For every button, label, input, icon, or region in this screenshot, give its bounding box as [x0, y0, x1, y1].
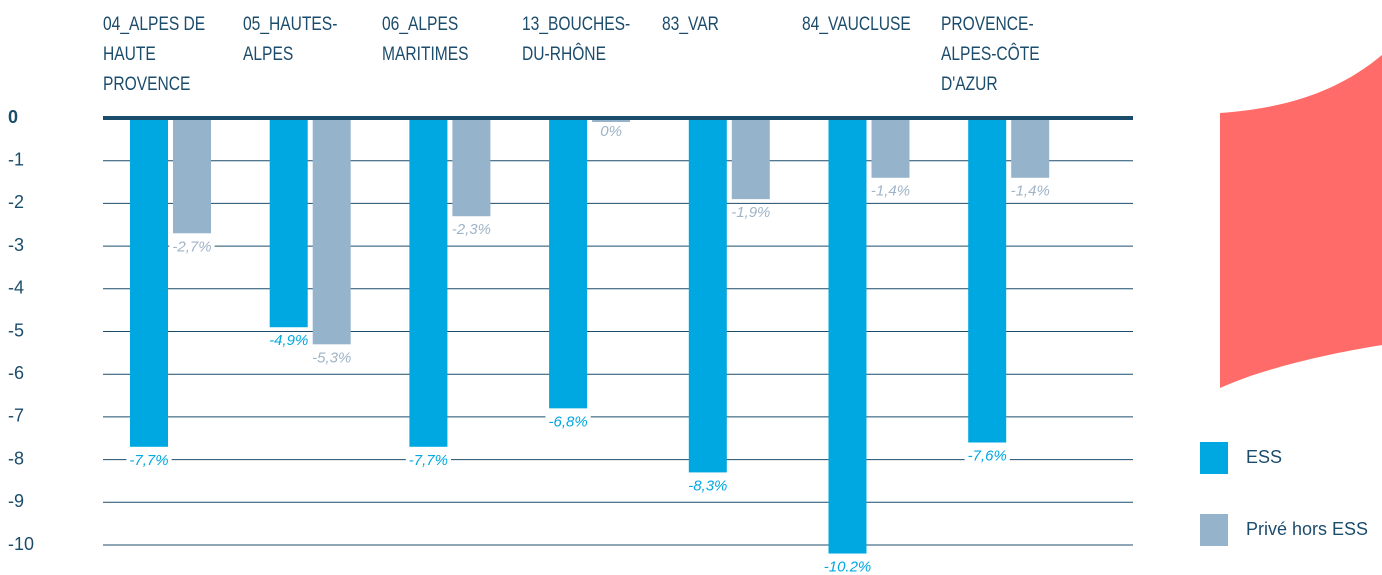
- label-background: [964, 447, 1010, 465]
- value-label: -6,8%: [549, 413, 588, 430]
- value-label: -2,3%: [452, 221, 491, 238]
- y-tick-label: -9: [8, 491, 24, 511]
- x-tick-label: 84_VAUCLUSE: [801, 14, 911, 35]
- value-label: -1,4%: [871, 183, 910, 200]
- bar: [452, 118, 491, 217]
- x-tick-label: 13_BOUCHES-DU-RHÔNE: [522, 14, 631, 65]
- y-tick-label: -7: [8, 406, 24, 426]
- bar: [871, 118, 910, 178]
- value-label: -8,3%: [688, 477, 727, 494]
- y-tick-label: 0: [8, 107, 18, 127]
- label-background: [266, 332, 312, 350]
- label-background: [1007, 182, 1053, 200]
- y-tick-label: -2: [8, 192, 24, 212]
- label-background: [820, 558, 875, 575]
- x-tick-label: 06_ALPES MARITIMES: [382, 14, 469, 65]
- value-label: -7,7%: [129, 452, 168, 469]
- value-label: -7,7%: [409, 452, 448, 469]
- bars: [130, 118, 1050, 554]
- y-tick-label: -4: [8, 278, 24, 298]
- value-label: -5,3%: [312, 349, 351, 366]
- legend-swatch: [1200, 442, 1228, 474]
- label-background: [867, 182, 914, 200]
- value-label: -1,9%: [731, 204, 770, 221]
- label-background: [169, 238, 215, 256]
- bar: [130, 118, 168, 447]
- bar: [688, 118, 727, 473]
- y-tick-label: -10: [8, 534, 34, 554]
- value-label: -10.2%: [824, 559, 872, 575]
- y-tick-label: -1: [8, 149, 24, 169]
- value-label: -4,9%: [269, 332, 308, 349]
- value-labels: -7,7% -4,9% -7,7% -6,8% -8,3% -10.2% -7,6% -2,7…: [126, 122, 1053, 575]
- bar: [409, 118, 448, 447]
- x-tick-label: 83_VAR: [661, 14, 719, 35]
- label-background: [448, 221, 494, 239]
- bar: [269, 118, 308, 328]
- x-tick-label: 05_HAUTES-ALPES: [242, 14, 338, 65]
- bar: [828, 118, 867, 554]
- legend-label: ESS: [1246, 447, 1282, 467]
- decoration: [1220, 55, 1382, 388]
- label-background: [405, 451, 451, 469]
- bar: [173, 118, 211, 234]
- y-tick-label: -5: [8, 320, 24, 340]
- bar: [968, 118, 1007, 443]
- value-label: -2,7%: [172, 238, 211, 255]
- grid: [103, 160, 1133, 546]
- legend-label: Privé hors ESS: [1246, 519, 1368, 539]
- bar: [549, 118, 588, 409]
- label-background: [685, 477, 731, 495]
- label-background: [597, 122, 625, 140]
- label-background: [126, 451, 172, 469]
- value-label: -7,6%: [968, 447, 1007, 464]
- bar: [1011, 118, 1050, 178]
- label-background: [309, 349, 355, 367]
- bar: [731, 118, 770, 200]
- label-background: [728, 204, 774, 222]
- label-background: [545, 413, 591, 431]
- x-tick-label: PROVENCE-ALPES-CÔTE D'AZUR: [941, 14, 1040, 95]
- x-tick-label: 04_ALPES DE HAUTE PROVENCE: [103, 14, 206, 95]
- y-tick-label: -6: [8, 363, 24, 383]
- legend-swatch: [1200, 514, 1228, 546]
- y-tick-label: -3: [8, 235, 24, 255]
- y-tick-label: -8: [8, 448, 24, 468]
- value-label: 0%: [600, 123, 622, 140]
- bar: [312, 118, 351, 345]
- value-label: -1,4%: [1011, 183, 1050, 200]
